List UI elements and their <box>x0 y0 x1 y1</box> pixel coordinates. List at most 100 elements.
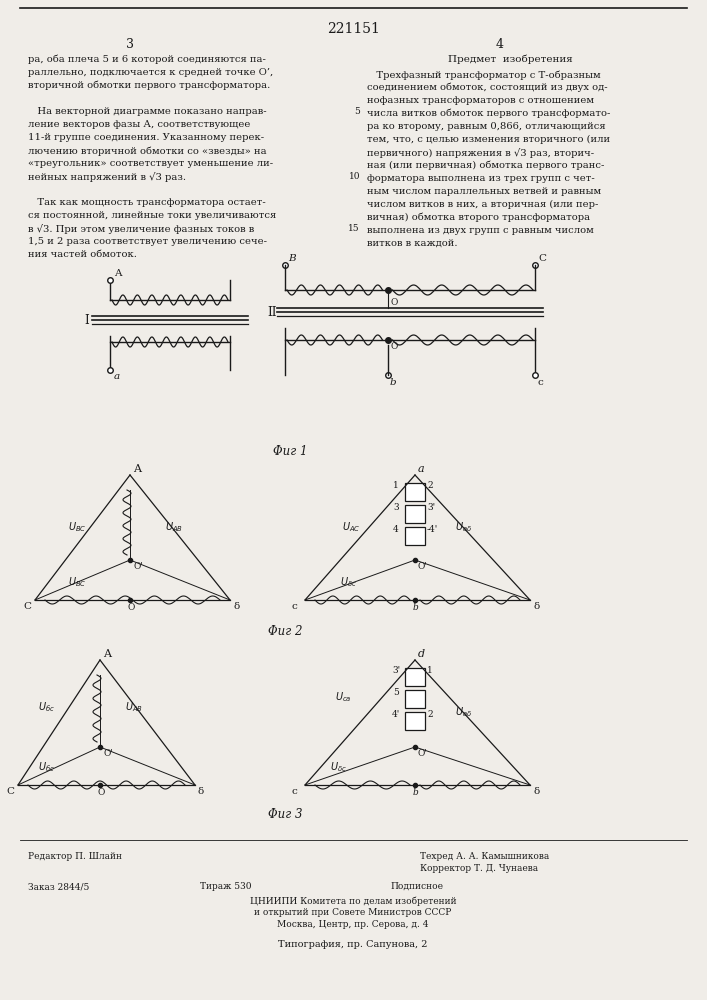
Text: c: c <box>291 602 297 611</box>
Text: c: c <box>538 378 544 387</box>
Text: $U_{BC}$: $U_{BC}$ <box>68 520 86 534</box>
Text: Так как мощность трансформатора остает-: Так как мощность трансформатора остает- <box>28 198 266 207</box>
Text: На векторной диаграмме показано направ-: На векторной диаграмме показано направ- <box>28 107 267 116</box>
Text: тем, что, с целью изменения вторичного (или: тем, что, с целью изменения вторичного (… <box>367 135 610 144</box>
Text: ление векторов фазы А, соответствующее: ление векторов фазы А, соответствующее <box>28 120 250 129</box>
FancyBboxPatch shape <box>405 668 425 686</box>
Text: $U_{BC}$: $U_{BC}$ <box>68 575 86 589</box>
Text: Тираж 530: Тираж 530 <box>200 882 252 891</box>
Text: ра ко второму, равным 0,866, отличающийся: ра ко второму, равным 0,866, отличающийс… <box>367 122 606 131</box>
Text: a: a <box>418 464 425 474</box>
Text: соединением обмоток, состоящий из двух од-: соединением обмоток, состоящий из двух о… <box>367 83 607 93</box>
Text: C: C <box>6 787 14 796</box>
Text: Техред А. А. Камышникова: Техред А. А. Камышникова <box>420 852 549 861</box>
Text: числа витков обмоток первого трансформато-: числа витков обмоток первого трансформат… <box>367 109 610 118</box>
Text: b: b <box>390 378 396 387</box>
Text: нофазных трансформаторов с отношением: нофазных трансформаторов с отношением <box>367 96 594 105</box>
Text: в √3. При этом увеличение фазных токов в: в √3. При этом увеличение фазных токов в <box>28 224 255 234</box>
Text: A: A <box>114 269 122 278</box>
Text: ния частей обмоток.: ния частей обмоток. <box>28 250 137 259</box>
Text: O: O <box>390 298 398 307</box>
Text: O': O' <box>418 562 428 571</box>
Text: выполнена из двух групп с равным числом: выполнена из двух групп с равным числом <box>367 226 594 235</box>
Text: $U_{δc}$: $U_{δc}$ <box>330 760 347 774</box>
Text: числом витков в них, а вторичная (или пер-: числом витков в них, а вторичная (или пе… <box>367 200 598 209</box>
Text: Φиг 3: Φиг 3 <box>268 808 303 821</box>
Text: Типография, пр. Сапунова, 2: Типография, пр. Сапунова, 2 <box>279 940 428 949</box>
Text: II: II <box>267 306 276 318</box>
Text: 4: 4 <box>496 38 504 51</box>
Text: раллельно, подключается к средней точке O’,: раллельно, подключается к средней точке … <box>28 68 273 77</box>
Text: c: c <box>291 787 297 796</box>
FancyBboxPatch shape <box>405 483 425 501</box>
Text: 1: 1 <box>393 481 399 490</box>
Text: O': O' <box>418 749 428 758</box>
Text: $U_{δc}$: $U_{δc}$ <box>340 575 357 589</box>
Text: a: a <box>114 372 120 381</box>
Text: форматора выполнена из трех групп с чет-: форматора выполнена из трех групп с чет- <box>367 174 595 183</box>
Text: и открытий при Совете Министров СССР: и открытий при Совете Министров СССР <box>255 908 452 917</box>
Text: O': O' <box>103 749 113 758</box>
Text: 4': 4' <box>392 710 400 719</box>
Text: ЦНИИПИ Комитета по делам изобретений: ЦНИИПИ Комитета по делам изобретений <box>250 896 456 906</box>
Text: «треугольник» соответствует уменьшение ли-: «треугольник» соответствует уменьшение л… <box>28 159 273 168</box>
Text: 221151: 221151 <box>327 22 380 36</box>
FancyBboxPatch shape <box>405 527 425 545</box>
Text: δ: δ <box>233 602 239 611</box>
FancyBboxPatch shape <box>405 505 425 523</box>
Text: ная (или первичная) обмотка первого транс-: ная (или первичная) обмотка первого тран… <box>367 161 604 170</box>
Text: вторичной обмотки первого трансформатора.: вторичной обмотки первого трансформатора… <box>28 81 270 91</box>
Text: ным числом параллельных ветвей и равным: ным числом параллельных ветвей и равным <box>367 187 601 196</box>
Text: 5: 5 <box>354 107 360 116</box>
Text: 5: 5 <box>393 688 399 697</box>
Text: 1: 1 <box>427 666 433 675</box>
Text: Φиг 1: Φиг 1 <box>273 445 308 458</box>
Text: C: C <box>23 602 31 611</box>
Text: O: O <box>390 342 398 351</box>
Text: Заказ 2844/5: Заказ 2844/5 <box>28 882 89 891</box>
Text: -4': -4' <box>427 525 438 534</box>
Text: 15: 15 <box>349 224 360 233</box>
Text: δ: δ <box>198 787 204 796</box>
Text: витков в каждой.: витков в каждой. <box>367 239 457 248</box>
Text: ра, оба плеча 5 и 6 которой соединяются па-: ра, оба плеча 5 и 6 которой соединяются … <box>28 55 266 64</box>
Text: 3: 3 <box>393 503 399 512</box>
FancyBboxPatch shape <box>405 690 425 708</box>
Text: b: b <box>413 603 419 612</box>
Text: Подписное: Подписное <box>390 882 443 891</box>
Text: I: I <box>84 314 89 326</box>
Text: A: A <box>103 649 111 659</box>
Text: 3': 3' <box>392 666 400 675</box>
Text: $U_{aδ}$: $U_{aδ}$ <box>455 520 472 534</box>
Text: $U_{aδ}$: $U_{aδ}$ <box>455 705 472 719</box>
Text: первичного) напряжения в √3 раз, вторич-: первичного) напряжения в √3 раз, вторич- <box>367 148 594 158</box>
Text: b: b <box>413 788 419 797</box>
Text: δ: δ <box>533 602 539 611</box>
Text: Предмет  изобретения: Предмет изобретения <box>448 55 573 64</box>
Text: C: C <box>538 254 546 263</box>
Text: $U_{AC}$: $U_{AC}$ <box>342 520 361 534</box>
Text: ся постоянной, линейные токи увеличиваются: ся постоянной, линейные токи увеличивают… <box>28 211 276 220</box>
Text: δ: δ <box>533 787 539 796</box>
Text: Трехфазный трансформатор с Т-образным: Трехфазный трансформатор с Т-образным <box>367 70 601 80</box>
FancyBboxPatch shape <box>405 712 425 730</box>
Text: лючению вторичной обмотки со «звезды» на: лючению вторичной обмотки со «звезды» на <box>28 146 267 155</box>
Text: Φиг 2: Φиг 2 <box>268 625 303 638</box>
Text: 4: 4 <box>393 525 399 534</box>
Text: 11-й группе соединения. Указанному перек-: 11-й группе соединения. Указанному перек… <box>28 133 264 142</box>
Text: $U_{AB}$: $U_{AB}$ <box>125 700 143 714</box>
Text: 2: 2 <box>427 710 433 719</box>
Text: 2: 2 <box>427 481 433 490</box>
Text: Москва, Центр, пр. Серова, д. 4: Москва, Центр, пр. Серова, д. 4 <box>277 920 428 929</box>
Text: 3: 3 <box>126 38 134 51</box>
Text: 10: 10 <box>349 172 360 181</box>
Text: O: O <box>128 603 135 612</box>
Text: Корректор Т. Д. Чунаева: Корректор Т. Д. Чунаева <box>420 864 538 873</box>
Text: $U_{бc}$: $U_{бc}$ <box>38 700 55 714</box>
Text: 3': 3' <box>427 503 435 512</box>
Text: O: O <box>98 788 105 797</box>
Text: 1,5 и 2 раза соответствует увеличению сече-: 1,5 и 2 раза соответствует увеличению се… <box>28 237 267 246</box>
Text: O': O' <box>133 562 143 571</box>
Text: нейных напряжений в √3 раз.: нейных напряжений в √3 раз. <box>28 172 186 182</box>
Text: d: d <box>418 649 425 659</box>
